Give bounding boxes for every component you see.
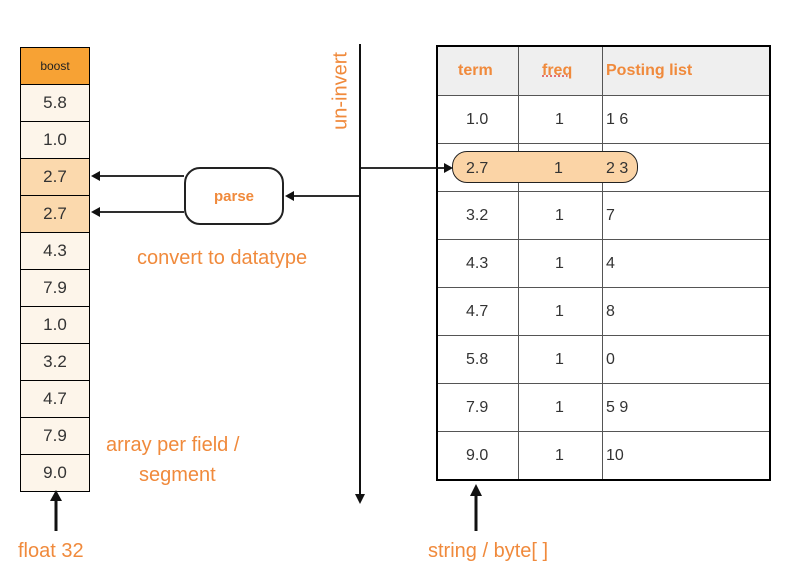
to-array-arrow (91, 207, 184, 217)
array-cell: 9.0 (21, 455, 89, 492)
term-cell: 4.7 (466, 302, 489, 320)
column-divider (518, 47, 519, 479)
highlighted-term: 2.7 (466, 160, 489, 177)
array-cell-highlighted: 2.7 (21, 196, 89, 233)
posting-cell: 10 (606, 446, 624, 464)
convert-caption: convert to datatype (137, 247, 308, 269)
parse-box: parse (184, 167, 284, 225)
header-freq: freq (542, 62, 573, 79)
highlighted-posting: 2 3 (606, 160, 629, 177)
to-array-arrow (91, 171, 184, 181)
header-posting-list: Posting list (606, 62, 693, 79)
table-row: 9.0 1 10 (438, 432, 769, 480)
inverted-index-table: term freq Posting list 1.0 1 1 6 3.2 1 7… (436, 45, 771, 481)
array-cell: 7.9 (21, 418, 89, 455)
posting-cell: 4 (606, 254, 615, 272)
table-row: 4.3 1 4 (438, 240, 769, 288)
uninvert-line (355, 44, 365, 504)
array-cell: 1.0 (21, 122, 89, 159)
to-parse-arrow (285, 191, 360, 201)
array-cell: 4.3 (21, 233, 89, 270)
posting-cell: 5 9 (606, 398, 629, 416)
array-label-line1: array per field / (106, 434, 240, 456)
array-cell-highlighted: 2.7 (21, 159, 89, 196)
header-term: term (458, 62, 493, 79)
column-divider (602, 47, 603, 479)
term-cell: 3.2 (466, 206, 489, 224)
posting-cell: 1 6 (606, 110, 629, 128)
lookup-arrow (360, 163, 453, 173)
posting-cell: 8 (606, 302, 615, 320)
array-label-line2: segment (139, 464, 216, 486)
term-cell: 9.0 (466, 446, 489, 464)
highlighted-row (452, 151, 638, 183)
freq-cell: 1 (555, 254, 564, 272)
string-bytes-label: string / byte[ ] (428, 540, 549, 562)
float32-up-arrow (50, 490, 62, 531)
array-cell: 1.0 (21, 307, 89, 344)
freq-cell: 1 (555, 206, 564, 224)
array-cell: 5.8 (21, 85, 89, 122)
highlighted-freq: 1 (554, 160, 563, 177)
table-row: 5.8 1 0 (438, 336, 769, 384)
table-header-row: term freq Posting list (438, 47, 769, 96)
posting-cell: 0 (606, 350, 615, 368)
table-row: 3.2 1 7 (438, 192, 769, 240)
posting-cell: 7 (606, 206, 615, 224)
array-cell: 4.7 (21, 381, 89, 418)
table-row (438, 144, 769, 192)
freq-cell: 1 (555, 110, 564, 128)
float32-label: float 32 (18, 540, 84, 562)
freq-cell: 1 (555, 350, 564, 368)
string-bytes-up-arrow (470, 484, 482, 531)
term-cell: 1.0 (466, 110, 489, 128)
table-row: 1.0 1 1 6 (438, 96, 769, 144)
array-cell: 7.9 (21, 270, 89, 307)
freq-cell: 1 (555, 446, 564, 464)
array-cell: 3.2 (21, 344, 89, 381)
array-header: boost (21, 48, 89, 85)
boost-array: boost 5.8 1.0 2.7 2.7 4.3 7.9 1.0 3.2 4.… (20, 47, 90, 492)
term-cell: 7.9 (466, 398, 489, 416)
table-row: 4.7 1 8 (438, 288, 769, 336)
term-cell: 5.8 (466, 350, 489, 368)
freq-cell: 1 (555, 302, 564, 320)
term-cell: 4.3 (466, 254, 489, 272)
table-row: 7.9 1 5 9 (438, 384, 769, 432)
freq-cell: 1 (555, 398, 564, 416)
